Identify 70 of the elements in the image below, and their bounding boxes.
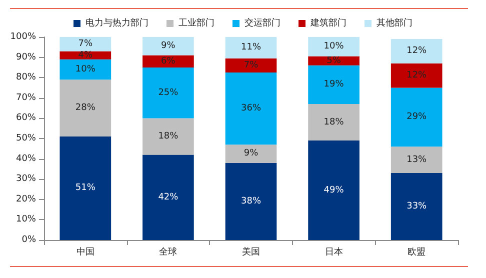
data-label: 19% [324,80,344,90]
data-label: 38% [240,196,262,206]
bar [142,55,194,68]
bar [225,162,277,240]
y-tick-label: 0% [22,235,36,245]
bar [390,63,442,88]
legend-label: 工业部门 [178,18,214,28]
data-label: 12% [406,46,428,56]
data-label: 7% [244,60,259,70]
data-label: 42% [158,192,179,202]
y-tick-label: 90% [16,52,36,62]
bar [390,146,442,174]
data-label: 5% [326,56,342,66]
data-label: 4% [78,50,93,60]
bar [142,154,194,240]
bar [225,37,277,58]
x-tick-label: 日本 [324,246,343,258]
bar [390,88,442,147]
bar [225,144,277,163]
y-tick-label: 10% [16,214,36,225]
x-tick-label: 中国 [76,246,94,258]
data-label: 25% [158,88,179,98]
bar [308,104,360,141]
legend-label: 交运部门 [244,18,280,28]
bar [390,173,442,240]
data-label: 9% [161,41,176,52]
bar [60,136,112,240]
y-tick-label: 60% [16,113,36,124]
data-label: 12% [406,70,428,81]
x-tick-label: 欧盟 [408,246,426,258]
y-tick-label: 20% [16,194,36,204]
bar [60,51,112,60]
y-tick-label: 30% [16,174,36,184]
bar [60,37,112,52]
data-label: 36% [240,104,262,114]
y-tick-label: 50% [16,134,36,144]
data-label: 10% [324,42,344,52]
bar [142,37,194,56]
data-label: 10% [75,64,96,74]
data-label: 9% [244,148,259,159]
data-label: 49% [324,185,344,196]
y-tick-label: 70% [16,92,36,103]
bar [308,37,360,56]
data-label: 13% [406,154,428,165]
bar [60,80,112,136]
data-label: 11% [240,42,262,53]
bar [225,58,277,73]
data-label: 7% [78,39,93,50]
data-label: 6% [161,56,176,66]
bar [60,59,112,80]
x-tick-label: 美国 [242,246,260,258]
data-label: 29% [406,112,428,122]
bar [308,140,360,240]
data-label: 18% [158,131,179,142]
y-tick-label: 40% [16,154,36,164]
data-label: 51% [75,183,96,194]
y-tick-label: 100% [10,32,36,42]
legend-label: 建筑部门 [310,18,346,28]
bar [225,72,277,145]
bar [142,118,194,155]
data-label: 18% [324,117,344,128]
bar [390,39,442,64]
data-label: 28% [75,103,96,114]
bar [308,65,360,104]
legend-label: 其他部门 [376,18,412,28]
data-label: 33% [406,202,428,212]
bar [142,67,194,118]
x-tick-label: 全球 [159,246,178,258]
legend-label: 电力与热力部门 [86,18,148,28]
y-tick-label: 80% [16,72,36,83]
